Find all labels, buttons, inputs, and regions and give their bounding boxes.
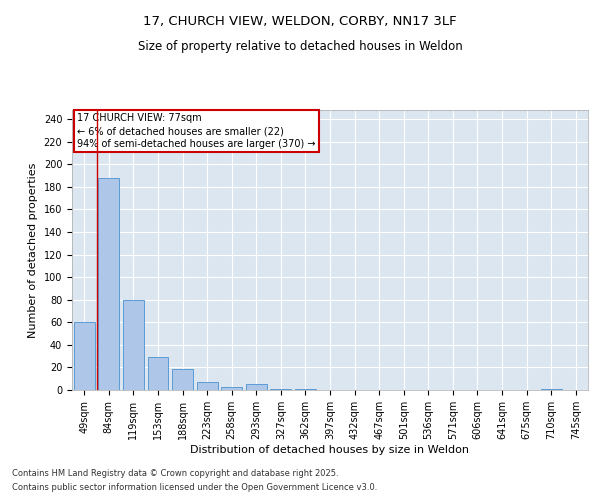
- Text: Size of property relative to detached houses in Weldon: Size of property relative to detached ho…: [137, 40, 463, 53]
- Text: 17 CHURCH VIEW: 77sqm
← 6% of detached houses are smaller (22)
94% of semi-detac: 17 CHURCH VIEW: 77sqm ← 6% of detached h…: [77, 113, 316, 149]
- Bar: [295, 389, 316, 390]
- Bar: [98, 178, 119, 390]
- Text: Contains public sector information licensed under the Open Government Licence v3: Contains public sector information licen…: [12, 484, 377, 492]
- Bar: [246, 384, 267, 390]
- Text: 17, CHURCH VIEW, WELDON, CORBY, NN17 3LF: 17, CHURCH VIEW, WELDON, CORBY, NN17 3LF: [143, 15, 457, 28]
- Bar: [541, 389, 562, 390]
- Bar: [271, 389, 292, 390]
- Bar: [74, 322, 95, 390]
- Bar: [123, 300, 144, 390]
- Bar: [221, 386, 242, 390]
- Bar: [172, 368, 193, 390]
- Bar: [148, 358, 169, 390]
- Text: Contains HM Land Registry data © Crown copyright and database right 2025.: Contains HM Land Registry data © Crown c…: [12, 468, 338, 477]
- X-axis label: Distribution of detached houses by size in Weldon: Distribution of detached houses by size …: [191, 444, 470, 454]
- Y-axis label: Number of detached properties: Number of detached properties: [28, 162, 38, 338]
- Bar: [197, 382, 218, 390]
